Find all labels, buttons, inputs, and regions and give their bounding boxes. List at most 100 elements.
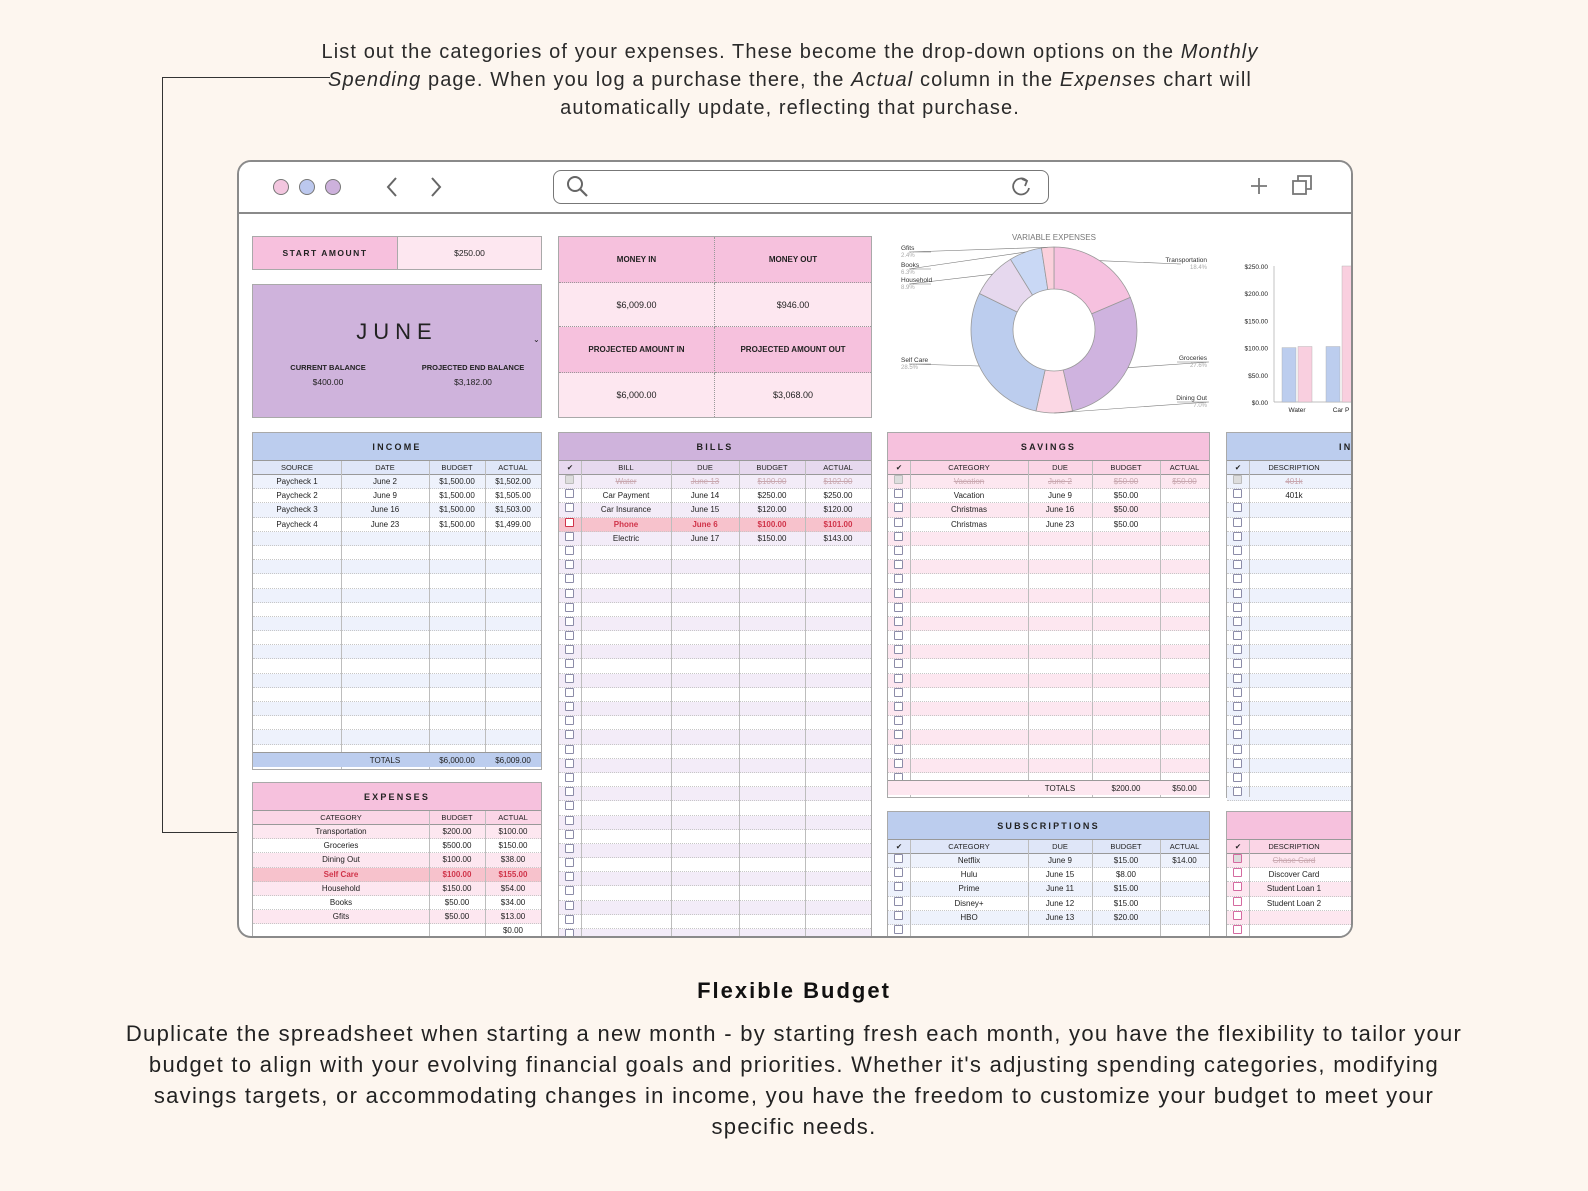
table-row[interactable]: Paycheck 3 June 16 $1,500.00 $1,503.00 [253, 503, 541, 518]
row-checkbox[interactable] [894, 645, 903, 655]
chevron-right-icon[interactable] [429, 176, 443, 198]
row-checkbox[interactable] [894, 560, 903, 570]
table-row[interactable]: Paycheck 4 June 23 $1,500.00 $1,499.00 [253, 517, 541, 532]
table-row[interactable] [1227, 673, 1351, 688]
row-checkbox[interactable] [894, 588, 903, 598]
table-row[interactable] [1227, 602, 1351, 617]
income-cell[interactable]: $1,500.00 [439, 519, 475, 529]
row-checkbox[interactable] [565, 914, 574, 924]
row-checkbox[interactable] [894, 702, 903, 711]
expenses-cell[interactable]: $150.00 [442, 883, 472, 893]
bills-cell[interactable]: $143.00 [823, 533, 853, 543]
row-checkbox[interactable] [1233, 475, 1242, 484]
debt-cell[interactable]: Student Loan 1 [1266, 884, 1322, 894]
table-row[interactable] [1227, 702, 1351, 717]
bills-cell[interactable]: $101.00 [823, 519, 853, 529]
bills-cell[interactable]: June 15 [690, 505, 720, 515]
table-row[interactable]: Disney+ June 12 $15.00 [888, 896, 1209, 911]
row-checkbox[interactable] [894, 631, 903, 641]
row-checkbox[interactable] [1233, 489, 1242, 499]
table-row[interactable] [888, 702, 1209, 717]
row-checkbox[interactable] [894, 896, 903, 906]
row-checkbox[interactable] [1233, 868, 1242, 878]
row-checkbox[interactable] [565, 531, 574, 541]
bills-cell[interactable]: $120.00 [757, 505, 787, 515]
table-row[interactable]: Books $50.00 $34.00 [253, 895, 541, 911]
table-row[interactable] [1227, 716, 1351, 731]
table-row[interactable] [559, 588, 871, 603]
expenses-cell[interactable]: $50.00 [444, 912, 470, 922]
savings-cell[interactable]: $50.00 [1113, 505, 1139, 515]
expenses-cell[interactable]: $100.00 [442, 855, 472, 865]
table-row[interactable] [888, 659, 1209, 674]
table-row[interactable] [1227, 910, 1351, 925]
table-row[interactable] [1227, 503, 1351, 518]
table-row[interactable] [1227, 588, 1351, 603]
table-row[interactable]: $0.00 [253, 924, 541, 936]
table-row[interactable] [253, 574, 541, 589]
table-row[interactable] [559, 574, 871, 589]
row-checkbox[interactable] [1233, 730, 1242, 740]
row-checkbox[interactable] [565, 772, 574, 782]
row-checkbox[interactable] [565, 758, 574, 768]
row-checkbox[interactable] [565, 602, 574, 612]
row-checkbox[interactable] [565, 631, 574, 641]
income-cell[interactable]: Paycheck 1 [276, 477, 318, 486]
row-checkbox[interactable] [565, 673, 574, 683]
row-checkbox[interactable] [565, 489, 574, 499]
table-row[interactable]: Prime June 11 $15.00 [888, 882, 1209, 897]
reload-icon[interactable] [1010, 176, 1032, 198]
bills-cell[interactable]: $100.00 [757, 477, 787, 486]
table-row[interactable] [1227, 772, 1351, 788]
row-checkbox[interactable] [1233, 616, 1242, 626]
income-cell[interactable]: $1,503.00 [495, 505, 531, 515]
savings-cell[interactable]: June 2 [1047, 477, 1073, 486]
table-row[interactable] [1227, 758, 1351, 773]
table-row[interactable] [1227, 787, 1351, 802]
table-row[interactable] [559, 744, 871, 759]
table-row[interactable]: Vacation June 9 $50.00 [888, 489, 1209, 504]
bills-cell[interactable]: $100.00 [757, 519, 787, 529]
income-cell[interactable]: $1,499.00 [495, 519, 531, 529]
income-cell[interactable]: June 23 [370, 519, 400, 529]
table-row[interactable] [1227, 545, 1351, 561]
savings-cell[interactable]: Vacation [953, 477, 985, 486]
window-dot-purple[interactable] [325, 179, 341, 195]
table-row[interactable] [1227, 517, 1351, 532]
savings-cell[interactable]: $50.00 [1172, 477, 1197, 486]
income-cell[interactable]: June 2 [372, 477, 398, 486]
subscriptions-cell[interactable]: June 12 [1045, 898, 1075, 908]
table-row[interactable]: Netflix June 9 $15.00 $14.00 [888, 854, 1209, 869]
table-row[interactable] [253, 602, 541, 617]
bills-cell[interactable]: $102.00 [823, 477, 853, 486]
expenses-cell[interactable]: $500.00 [442, 841, 472, 851]
table-row[interactable] [888, 645, 1209, 660]
table-row[interactable] [1227, 560, 1351, 575]
row-checkbox[interactable] [565, 815, 574, 825]
expenses-cell[interactable]: $34.00 [500, 897, 526, 907]
bills-cell[interactable]: $250.00 [823, 491, 853, 501]
table-row[interactable] [1227, 574, 1351, 589]
row-checkbox[interactable] [1233, 896, 1242, 906]
table-row[interactable] [253, 730, 541, 745]
table-row[interactable] [1227, 659, 1351, 674]
expenses-cell[interactable]: $100.00 [498, 827, 528, 836]
table-row[interactable] [888, 616, 1209, 632]
bills-cell[interactable]: Phone [613, 519, 639, 529]
row-checkbox[interactable] [1233, 574, 1242, 584]
table-row[interactable] [888, 687, 1209, 702]
expenses-cell[interactable]: Gfits [332, 912, 350, 922]
bar-mark[interactable] [1297, 346, 1313, 403]
row-checkbox[interactable] [565, 616, 574, 626]
bills-cell[interactable]: June 6 [692, 519, 718, 529]
row-checkbox[interactable] [1233, 645, 1242, 655]
table-row[interactable]: 401k [1227, 475, 1351, 490]
table-row[interactable] [888, 545, 1209, 561]
row-checkbox[interactable] [1233, 716, 1242, 726]
bills-cell[interactable]: $120.00 [823, 505, 853, 515]
row-checkbox[interactable] [1233, 531, 1242, 541]
table-row[interactable] [888, 730, 1209, 745]
window-dot-blue[interactable] [299, 179, 315, 195]
row-checkbox[interactable] [1233, 744, 1242, 754]
row-checkbox[interactable] [565, 858, 574, 868]
